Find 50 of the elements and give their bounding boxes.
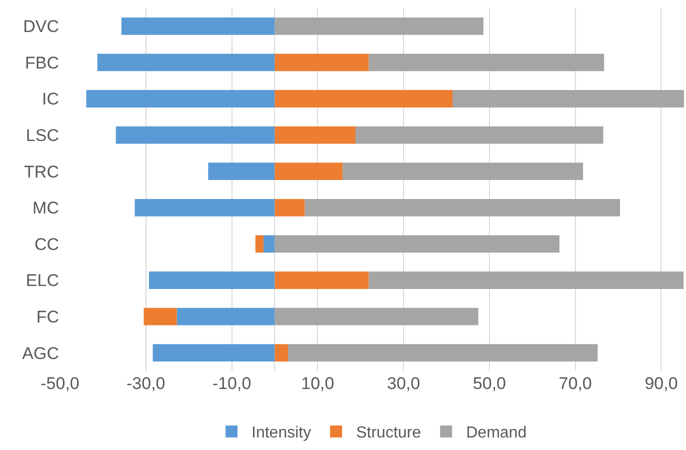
- x-tick-label: -30,0: [126, 374, 166, 393]
- x-tick-label: -50,0: [40, 374, 80, 393]
- y-tick-label: CC: [34, 234, 59, 254]
- bar: [148, 272, 275, 289]
- bar: [274, 308, 478, 326]
- bar: [274, 17, 484, 35]
- bar: [152, 344, 275, 362]
- bar: [134, 198, 275, 216]
- bar: [121, 17, 275, 35]
- y-tick-label: LSC: [26, 126, 59, 145]
- y-tick-label: FBC: [25, 53, 59, 72]
- bar: [452, 90, 684, 108]
- y-tick-label: MC: [32, 198, 59, 218]
- bar: [355, 126, 604, 144]
- bar: [368, 272, 684, 289]
- y-tick-label: TRC: [24, 162, 59, 182]
- y-tick-label: IC: [42, 90, 59, 109]
- bar: [264, 235, 275, 253]
- bar: [342, 162, 584, 180]
- bar: [116, 126, 275, 144]
- bar: [274, 198, 305, 216]
- bar: [274, 126, 356, 144]
- x-tick-label: -10,0: [212, 374, 252, 393]
- bar: [304, 198, 620, 216]
- bar: [274, 54, 369, 72]
- bar: [274, 90, 453, 108]
- bar: [274, 272, 369, 289]
- bar: [176, 308, 275, 326]
- bar: [255, 235, 264, 253]
- x-tick-label: 30,0: [387, 374, 420, 393]
- bar: [274, 235, 560, 253]
- bar: [208, 162, 275, 180]
- x-tick-label: 10,0: [301, 374, 334, 393]
- bar: [368, 54, 604, 72]
- bar: [274, 344, 288, 362]
- bar: [288, 344, 598, 362]
- legend-label: Intensity: [252, 424, 312, 442]
- x-tick-label: 50,0: [472, 374, 506, 393]
- y-tick-label: ELC: [26, 271, 59, 290]
- bar: [274, 162, 343, 180]
- bar: [144, 308, 177, 326]
- y-tick-label: DVC: [23, 17, 59, 36]
- bar: [97, 54, 275, 72]
- x-tick-label: 70,0: [558, 374, 592, 393]
- legend-label: Demand: [466, 424, 527, 442]
- legend-label: Structure: [356, 424, 422, 442]
- y-tick-label: FC: [36, 308, 59, 326]
- bar: [86, 90, 275, 108]
- x-tick-label: 90,0: [644, 374, 678, 393]
- y-tick-label: AGC: [22, 344, 59, 363]
